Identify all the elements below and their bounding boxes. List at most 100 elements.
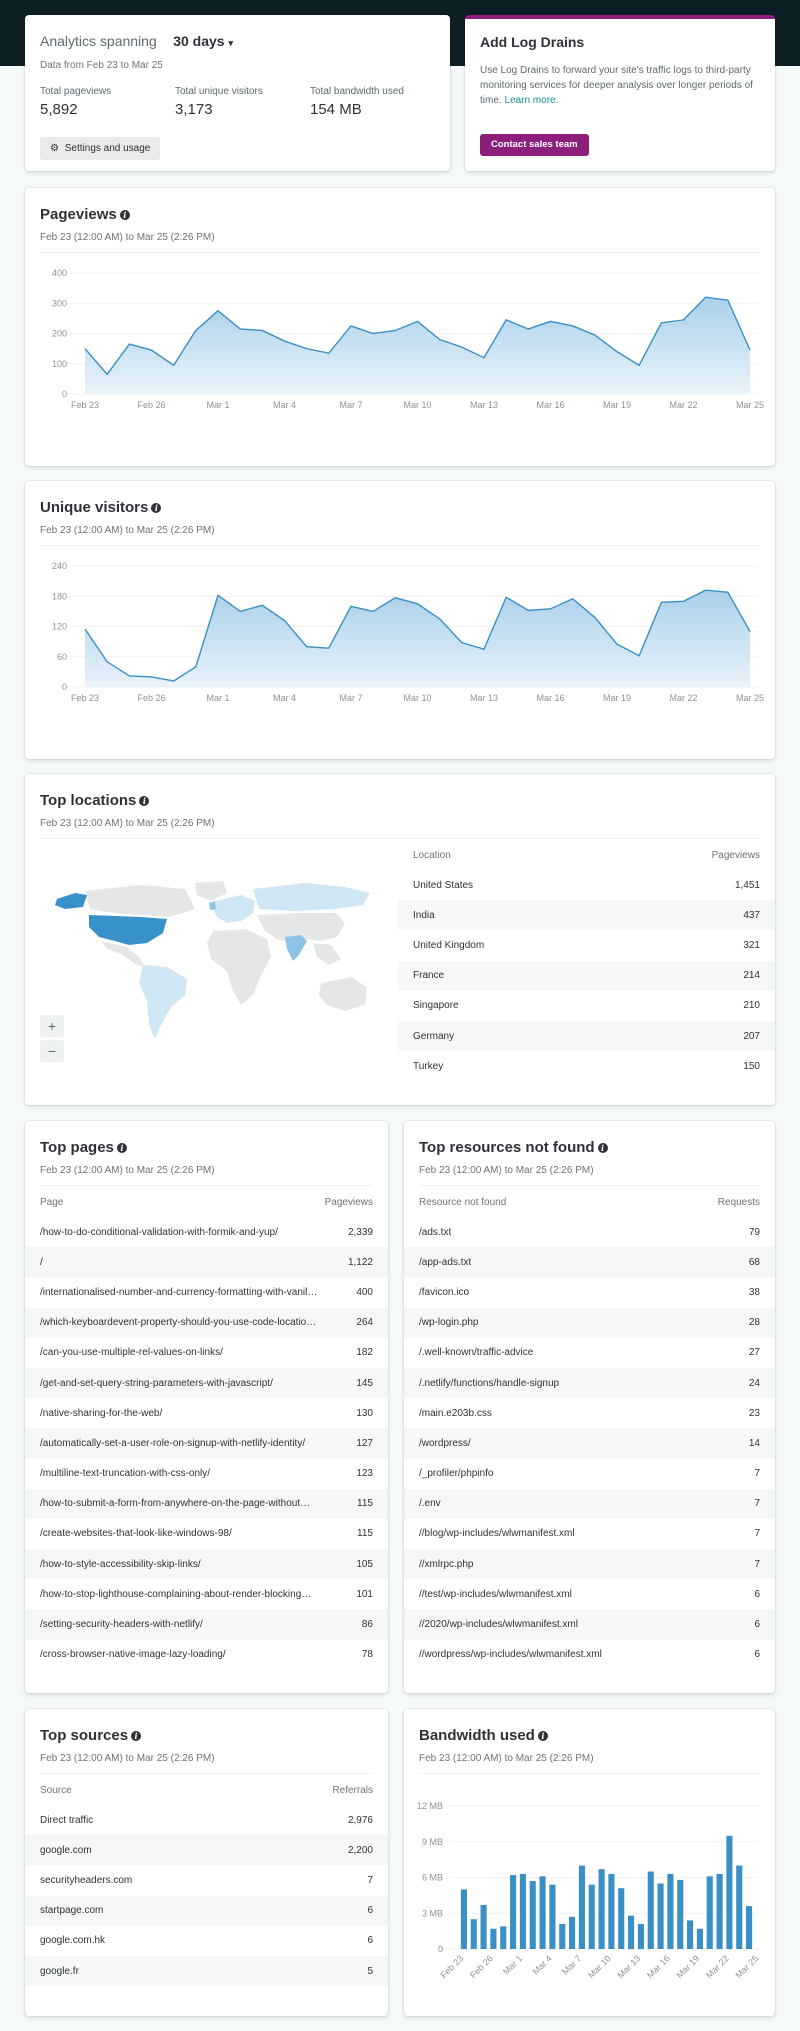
map-alaska[interactable] bbox=[55, 893, 87, 909]
table-row[interactable]: /get-and-set-query-string-parameters-wit… bbox=[25, 1367, 388, 1399]
info-icon[interactable]: i bbox=[139, 796, 150, 806]
row-link[interactable]: /multiline-text-truncation-with-css-only… bbox=[40, 1468, 211, 1480]
contact-sales-button[interactable]: Contact sales team bbox=[480, 134, 589, 156]
map-usa[interactable] bbox=[89, 915, 167, 945]
row-link[interactable]: //test/wp-includes/wlwmanifest.xml bbox=[419, 1588, 572, 1600]
row-link[interactable]: /wordpress/ bbox=[419, 1437, 471, 1449]
row-link[interactable]: //wordpress/wp-includes/wlwmanifest.xml bbox=[419, 1649, 602, 1661]
table-row[interactable]: /.well-known/traffic-advice 27 bbox=[404, 1338, 775, 1368]
info-icon[interactable]: i bbox=[116, 1143, 127, 1153]
map-canada[interactable] bbox=[85, 885, 195, 917]
row-link[interactable]: google.com bbox=[40, 1844, 92, 1856]
row-link[interactable]: /cross-browser-native-image-lazy-loading… bbox=[40, 1649, 226, 1661]
table-row[interactable]: /internationalised-number-and-currency-f… bbox=[25, 1277, 388, 1307]
row-link[interactable]: google.fr bbox=[40, 1965, 79, 1977]
map-russia[interactable] bbox=[253, 883, 370, 911]
map-southeast-asia[interactable] bbox=[313, 943, 341, 965]
table-row[interactable]: /app-ads.txt 68 bbox=[404, 1247, 775, 1278]
table-row[interactable]: /can-you-use-multiple-rel-values-on-link… bbox=[25, 1338, 388, 1368]
map-middle-east-asia[interactable] bbox=[257, 913, 345, 943]
row-link[interactable]: /_profiler/phpinfo bbox=[419, 1468, 494, 1480]
table-row[interactable]: /setting-security-headers-with-netlify/8… bbox=[25, 1609, 388, 1640]
row-link[interactable]: /ads.txt bbox=[419, 1226, 452, 1238]
map-mexico-central-america[interactable] bbox=[101, 941, 145, 967]
row-link[interactable]: Direct traffic bbox=[40, 1814, 94, 1826]
table-row[interactable]: google.com 2,200 bbox=[25, 1835, 388, 1866]
map-india[interactable] bbox=[285, 935, 307, 961]
range-select[interactable]: 30 days ▾ bbox=[173, 33, 233, 49]
map-south-america[interactable] bbox=[139, 965, 187, 1039]
table-row[interactable]: Direct traffic 2,976 bbox=[25, 1805, 388, 1835]
row-link[interactable]: google.com.hk bbox=[40, 1935, 106, 1947]
table-row[interactable]: /native-sharing-for-the-web/130 bbox=[25, 1398, 388, 1428]
table-row[interactable]: /ads.txt 79 bbox=[404, 1217, 775, 1247]
table-row[interactable]: //test/wp-includes/wlwmanifest.xml 6 bbox=[404, 1579, 775, 1609]
table-row[interactable]: /cross-browser-native-image-lazy-loading… bbox=[25, 1640, 388, 1670]
map-europe[interactable] bbox=[213, 895, 255, 923]
row-link[interactable]: //blog/wp-includes/wlwmanifest.xml bbox=[419, 1528, 575, 1540]
table-row[interactable]: //blog/wp-includes/wlwmanifest.xml 7 bbox=[404, 1519, 775, 1549]
table-row[interactable]: /favicon.ico 38 bbox=[404, 1277, 775, 1307]
table-row[interactable]: startpage.com 6 bbox=[25, 1895, 388, 1926]
world-map[interactable] bbox=[45, 879, 385, 1049]
row-link[interactable]: /get-and-set-query-string-parameters-wit… bbox=[40, 1377, 273, 1389]
table-row[interactable]: /how-to-do-conditional-validation-with-f… bbox=[25, 1217, 388, 1247]
zoom-in-button[interactable]: + bbox=[40, 1015, 64, 1037]
row-link[interactable]: /.well-known/traffic-advice bbox=[419, 1347, 534, 1359]
row-link[interactable]: /can-you-use-multiple-rel-values-on-link… bbox=[40, 1347, 223, 1359]
table-row[interactable]: /_profiler/phpinfo 7 bbox=[404, 1459, 775, 1489]
learn-more-link[interactable]: Learn more. bbox=[504, 95, 559, 106]
row-link[interactable]: //2020/wp-includes/wlwmanifest.xml bbox=[419, 1619, 578, 1631]
row-link[interactable]: /internationalised-number-and-currency-f… bbox=[40, 1286, 318, 1298]
table-row[interactable]: /main.e203b.css 23 bbox=[404, 1398, 775, 1428]
row-link[interactable]: /how-to-submit-a-form-from-anywhere-on-t… bbox=[40, 1498, 311, 1510]
row-link[interactable]: /how-to-stop-lighthouse-complaining-abou… bbox=[40, 1588, 312, 1600]
map-africa[interactable] bbox=[207, 929, 271, 1005]
map-uk[interactable] bbox=[209, 901, 216, 910]
row-link[interactable]: /app-ads.txt bbox=[419, 1256, 472, 1268]
row-link[interactable]: /create-websites-that-look-like-windows-… bbox=[40, 1528, 232, 1540]
row-link[interactable]: /main.e203b.css bbox=[419, 1407, 492, 1419]
row-link[interactable]: /setting-security-headers-with-netlify/ bbox=[40, 1619, 203, 1631]
info-icon[interactable]: i bbox=[151, 503, 162, 513]
row-link[interactable]: / bbox=[40, 1256, 43, 1268]
table-row[interactable]: /.env 7 bbox=[404, 1488, 775, 1519]
row-link[interactable]: /.env bbox=[419, 1498, 441, 1510]
row-link[interactable]: startpage.com bbox=[40, 1905, 104, 1917]
table-row[interactable]: /wordpress/14 bbox=[404, 1428, 775, 1459]
table-row[interactable]: securityheaders.com 7 bbox=[25, 1865, 388, 1895]
zoom-out-button[interactable]: − bbox=[40, 1040, 64, 1062]
info-icon[interactable]: i bbox=[131, 1731, 142, 1741]
row-link[interactable]: //xmlrpc.php bbox=[419, 1558, 474, 1570]
map-greenland[interactable] bbox=[195, 881, 227, 901]
table-row[interactable]: /which-keyboardevent-property-should-you… bbox=[25, 1307, 388, 1338]
row-link[interactable]: /which-keyboardevent-property-should-you… bbox=[40, 1317, 317, 1329]
table-row[interactable]: /automatically-set-a-user-role-on-signup… bbox=[25, 1428, 388, 1459]
row-link[interactable]: /how-to-style-accessibility-skip-links/ bbox=[40, 1558, 201, 1570]
row-link[interactable]: /automatically-set-a-user-role-on-signup… bbox=[40, 1437, 306, 1449]
row-link[interactable]: /native-sharing-for-the-web/ bbox=[40, 1407, 163, 1419]
table-row[interactable]: /how-to-submit-a-form-from-anywhere-on-t… bbox=[25, 1488, 388, 1519]
table-row[interactable]: google.com.hk 6 bbox=[25, 1926, 388, 1956]
table-row[interactable]: google.fr 5 bbox=[25, 1955, 388, 1987]
info-icon[interactable]: i bbox=[537, 1731, 548, 1741]
table-row[interactable]: //wordpress/wp-includes/wlwmanifest.xml 6 bbox=[404, 1640, 775, 1670]
table-row[interactable]: /how-to-style-accessibility-skip-links/1… bbox=[25, 1549, 388, 1580]
map-australia[interactable] bbox=[319, 977, 367, 1011]
table-row[interactable]: //2020/wp-includes/wlwmanifest.xml 6 bbox=[404, 1609, 775, 1640]
table-row[interactable]: /how-to-stop-lighthouse-complaining-abou… bbox=[25, 1579, 388, 1609]
info-icon[interactable]: i bbox=[597, 1143, 608, 1153]
row-link[interactable]: /how-to-do-conditional-validation-with-f… bbox=[40, 1226, 278, 1238]
row-link[interactable]: securityheaders.com bbox=[40, 1874, 133, 1886]
info-icon[interactable]: i bbox=[119, 210, 130, 220]
row-link[interactable]: /.netlify/functions/handle-signup bbox=[419, 1377, 560, 1389]
table-row[interactable]: /create-websites-that-look-like-windows-… bbox=[25, 1519, 388, 1549]
table-row[interactable]: /multiline-text-truncation-with-css-only… bbox=[25, 1459, 388, 1489]
table-row[interactable]: / 1,122 bbox=[25, 1247, 388, 1278]
table-row[interactable]: //xmlrpc.php 7 bbox=[404, 1549, 775, 1580]
table-row[interactable]: /wp-login.php 28 bbox=[404, 1307, 775, 1338]
table-row[interactable]: /.netlify/functions/handle-signup 24 bbox=[404, 1367, 775, 1399]
row-link[interactable]: /favicon.ico bbox=[419, 1286, 470, 1298]
row-link[interactable]: /wp-login.php bbox=[419, 1317, 479, 1329]
settings-and-usage-button[interactable]: ⚙ Settings and usage bbox=[40, 137, 161, 160]
